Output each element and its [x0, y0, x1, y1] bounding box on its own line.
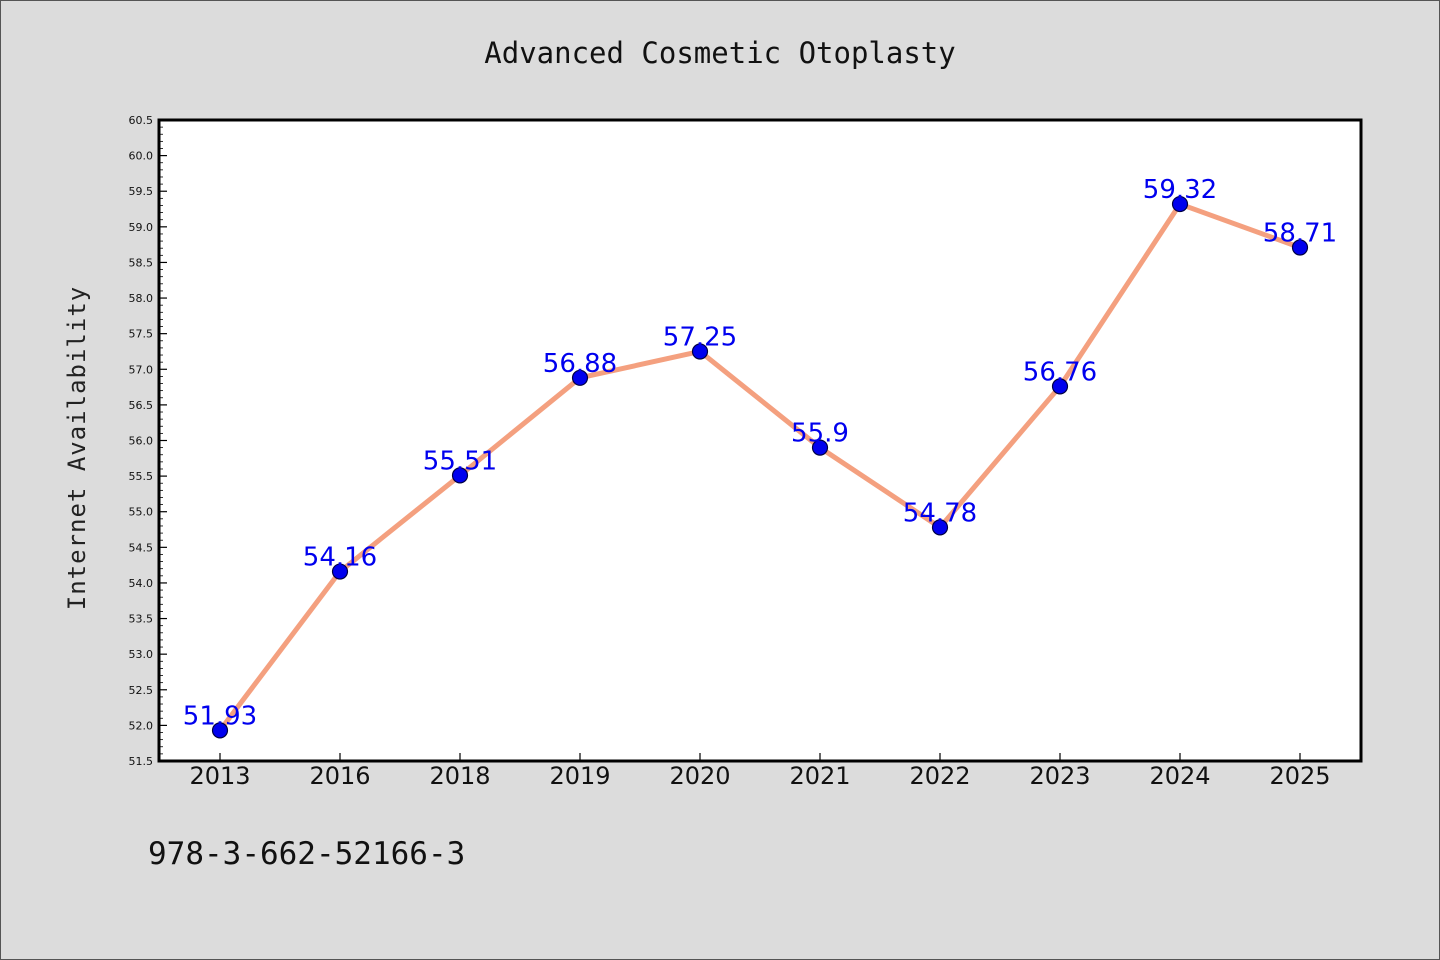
y-tick-label: 56.5 [129, 399, 154, 412]
data-label: 56.88 [543, 349, 617, 379]
x-tick-label: 2022 [909, 762, 970, 790]
y-tick-label: 60.5 [129, 114, 154, 127]
y-tick-label: 55.5 [129, 470, 154, 483]
y-axis-label: Internet Availability [63, 286, 91, 610]
data-label: 56.76 [1023, 357, 1097, 387]
data-label: 51.93 [183, 701, 257, 731]
x-tick-label: 2021 [789, 762, 850, 790]
data-point [1051, 378, 1069, 395]
y-tick-label: 54.5 [129, 541, 154, 554]
data-points [211, 195, 1309, 739]
data-label: 55.9 [791, 419, 849, 449]
data-point [211, 722, 229, 739]
x-tick-label: 2016 [309, 762, 370, 790]
series-line [218, 201, 1301, 732]
data-point [571, 369, 589, 386]
x-axis: 2013 2016 2018 2019 2020 2021 2022 2023 2024 2025 [189, 753, 1331, 790]
y-tick-label: 55.0 [129, 506, 154, 519]
y-tick-label: 53.5 [129, 613, 154, 626]
x-tick-label: 2018 [429, 762, 490, 790]
data-label: 55.51 [423, 446, 497, 476]
x-tick-label: 2013 [189, 762, 250, 790]
y-tick-label: 60.0 [129, 150, 154, 163]
data-point [811, 439, 829, 456]
y-tick-label: 58.5 [129, 256, 154, 269]
data-point [1171, 195, 1189, 213]
y-tick-label: 53.0 [129, 648, 154, 661]
y-axis: 51.5 52.0 52.5 53.0 53.5 54.0 54.5 55.0 55.5 56.0… [129, 114, 167, 768]
plot-area [157, 118, 1363, 763]
data-label: 54.78 [903, 498, 977, 528]
x-tick-label: 2019 [549, 762, 610, 790]
x-tick-label: 2024 [1149, 762, 1210, 790]
y-tick-label: 57.0 [129, 363, 154, 376]
y-tick-label: 51.5 [129, 755, 154, 768]
y-tick-label: 59.0 [129, 221, 154, 234]
data-point [931, 519, 949, 536]
data-point [691, 343, 709, 360]
y-tick-label: 52.5 [129, 684, 154, 697]
data-label: 59.32 [1143, 175, 1217, 205]
y-tick-label: 54.0 [129, 577, 154, 590]
y-tick-label: 59.5 [129, 185, 154, 198]
data-point [331, 563, 349, 580]
chart-title: Advanced Cosmetic Otoplasty [484, 36, 955, 70]
y-tick-label: 58.0 [129, 292, 154, 305]
data-label: 58.71 [1263, 218, 1337, 248]
data-point [1291, 239, 1309, 256]
y-tick-label: 57.5 [129, 328, 154, 341]
y-tick-label: 52.0 [129, 719, 154, 732]
data-label: 54.16 [303, 543, 377, 573]
footer-code: 978-3-662-52166-3 [148, 836, 465, 872]
y-tick-label: 56.0 [129, 435, 154, 448]
data-point [451, 467, 469, 484]
data-label: 57.25 [663, 322, 737, 352]
data-labels: 51.93 54.16 55.51 56.88 57.25 55.9 54.78 56.76 5… [183, 175, 1337, 731]
x-tick-label: 2020 [669, 762, 730, 790]
x-tick-label: 2023 [1029, 762, 1090, 790]
x-tick-label: 2025 [1269, 762, 1330, 790]
